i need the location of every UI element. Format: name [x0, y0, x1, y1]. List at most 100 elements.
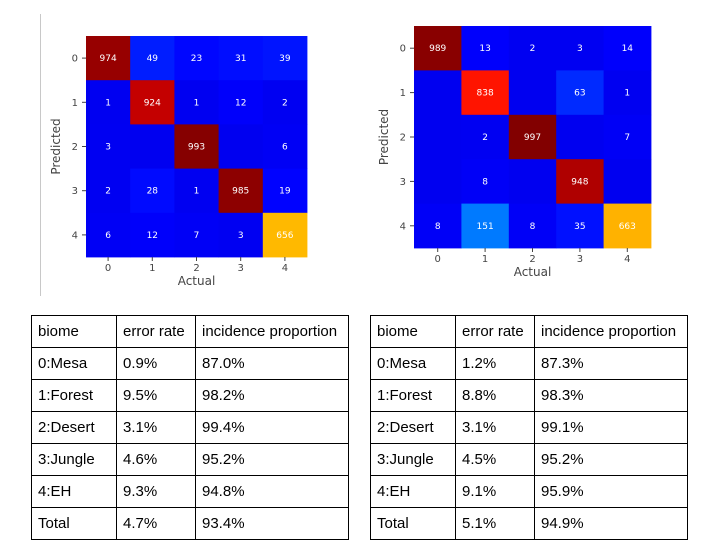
table-row: 2:Desert 3.1% 99.4% — [31, 411, 349, 444]
heatmap-cell — [461, 159, 510, 204]
heatmap-cell — [86, 36, 131, 81]
heatmap-cell — [508, 159, 557, 204]
heatmap-cell — [556, 114, 604, 160]
heatmap-cell — [86, 212, 131, 258]
table-cell: 4:EH — [370, 475, 456, 508]
cell-value-label: 151 — [477, 222, 494, 232]
table-cell: 3.1% — [116, 411, 196, 444]
cell-value-label: 35 — [574, 222, 585, 232]
column-header-incidence: incidence proportion — [534, 315, 688, 348]
heatmap-cell — [508, 203, 557, 249]
cell-value-label: 31 — [235, 54, 246, 64]
column-header-error-rate: error rate — [455, 315, 535, 348]
heatmap-cell — [218, 212, 264, 258]
heatmap-cell — [218, 36, 264, 81]
cell-value-label: 13 — [479, 44, 490, 54]
heatmap-cell — [218, 168, 264, 214]
table-cell: 3:Jungle — [31, 443, 117, 476]
heatmap-cell — [86, 80, 131, 125]
table-cell: 9.3% — [116, 475, 196, 508]
heatmap-cell — [218, 80, 264, 125]
x-tick-label: 1 — [482, 254, 488, 265]
table-cell: 3.1% — [455, 411, 535, 444]
heatmap-cell — [461, 70, 510, 116]
column-header-biome: biome — [31, 315, 117, 348]
table-cell: 99.1% — [534, 411, 688, 444]
x-tick-label: 0 — [435, 254, 441, 265]
cell-value-label: 948 — [571, 177, 588, 187]
y-tick-label: 4 — [400, 221, 406, 232]
table-cell: 93.4% — [195, 507, 349, 540]
cell-value-label: 8 — [482, 177, 488, 187]
cell-value-label: 3 — [105, 143, 111, 153]
table-cell: 9.1% — [455, 475, 535, 508]
table-cell: 99.4% — [195, 411, 349, 444]
cell-value-label: 1 — [105, 98, 111, 108]
heatmap-cell — [603, 159, 652, 204]
x-tick-label: 3 — [577, 254, 583, 265]
table-cell: 9.5% — [116, 379, 196, 412]
cell-value-label: 2 — [282, 98, 288, 108]
table-row: 2:Desert 3.1% 99.1% — [370, 411, 688, 444]
table-cell: 0:Mesa — [31, 347, 117, 380]
heatmap-cell — [262, 80, 308, 125]
y-tick-label: 2 — [400, 133, 406, 144]
cell-value-label: 2 — [530, 44, 536, 54]
table-cell: 95.9% — [534, 475, 688, 508]
table-row-total: Total 5.1% 94.9% — [370, 507, 688, 540]
table-cell: 98.2% — [195, 379, 349, 412]
table-cell: 2:Desert — [31, 411, 117, 444]
table-row: 4:EH 9.1% 95.9% — [370, 475, 688, 508]
column-header-error-rate: error rate — [116, 315, 196, 348]
y-tick-label: 2 — [72, 142, 78, 153]
x-axis-label: Actual — [178, 274, 216, 288]
cell-value-label: 924 — [144, 98, 161, 108]
heatmap-cell — [130, 168, 175, 214]
divider-line — [40, 14, 41, 296]
y-axis-label: Predicted — [377, 109, 391, 165]
x-axis-label: Actual — [514, 265, 552, 279]
heatmap-cell — [130, 124, 175, 169]
table-row: 1:Forest 8.8% 98.3% — [370, 379, 688, 412]
cell-value-label: 6 — [105, 231, 111, 241]
cell-value-label: 19 — [279, 187, 291, 197]
cell-value-label: 1 — [194, 187, 200, 197]
heatmap-cell — [603, 203, 652, 249]
table-cell: 4.5% — [455, 443, 535, 476]
x-tick-label: 2 — [529, 254, 535, 265]
heatmap-cell — [174, 36, 219, 81]
table-row: 3:Jungle 4.5% 95.2% — [370, 443, 688, 476]
cell-value-label: 656 — [276, 231, 293, 241]
heatmap-cell — [262, 124, 308, 169]
cell-value-label: 63 — [574, 89, 585, 99]
cell-value-label: 3 — [238, 231, 244, 241]
y-tick-label: 3 — [72, 186, 78, 197]
table-cell: 87.3% — [534, 347, 688, 380]
table-cell: 95.2% — [534, 443, 688, 476]
cell-value-label: 12 — [147, 231, 158, 241]
cell-value-label: 49 — [147, 54, 159, 64]
stats-table-right: biome error rate incidence proportion 0:… — [370, 315, 688, 540]
column-header-incidence: incidence proportion — [195, 315, 349, 348]
heatmap-cell — [556, 159, 604, 204]
heatmap-cell — [603, 114, 652, 160]
cell-value-label: 838 — [477, 89, 494, 99]
table-cell: 0.9% — [116, 347, 196, 380]
heatmap-cell — [414, 26, 462, 71]
x-tick-label: 1 — [149, 263, 155, 274]
heatmap-cell — [461, 114, 510, 160]
table-cell: 2:Desert — [370, 411, 456, 444]
heatmap-cell — [508, 26, 557, 71]
heatmap-cell — [86, 124, 131, 169]
cell-value-label: 39 — [279, 54, 291, 64]
table-row: 1:Forest 9.5% 98.2% — [31, 379, 349, 412]
heatmap-cell — [262, 36, 308, 81]
heatmap-cell — [603, 70, 652, 116]
table-cell: 8.8% — [455, 379, 535, 412]
y-tick-label: 4 — [72, 230, 78, 241]
heatmap-cell — [130, 212, 175, 258]
table-cell: 4.6% — [116, 443, 196, 476]
cell-value-label: 28 — [147, 187, 159, 197]
cell-value-label: 1 — [194, 98, 200, 108]
